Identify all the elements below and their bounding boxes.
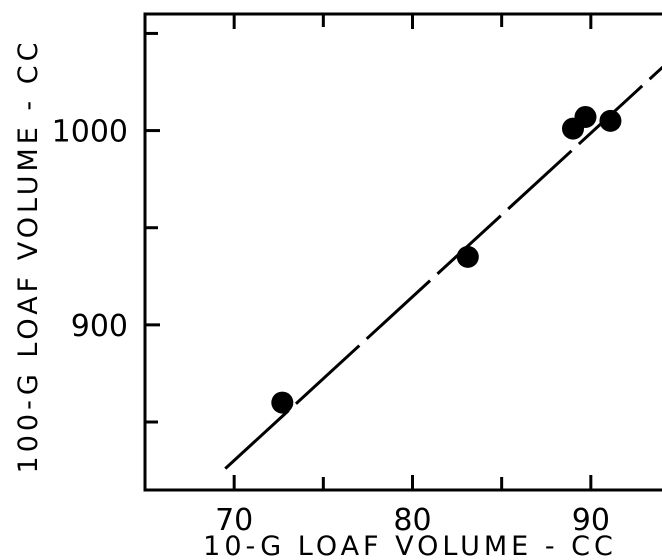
data-points: [271, 105, 622, 414]
x-tick-label: 90: [572, 503, 610, 538]
data-point: [456, 245, 479, 268]
x-axis-label: 10-G LOAF VOLUME - CC: [203, 531, 617, 560]
axis-ticks: 70 80 90 900 1000: [52, 14, 610, 538]
plot-frame: [143, 12, 662, 492]
y-axis-label: 100-G LOAF VOLUME - CC: [13, 39, 44, 474]
plot-border: [143, 12, 662, 492]
y-tick-label: 1000: [52, 115, 128, 150]
x-tick-label: 70: [215, 503, 253, 538]
data-point: [599, 109, 622, 132]
y-tick-label: 900: [71, 309, 128, 344]
x-tick-label: 80: [393, 503, 431, 538]
data-point: [271, 391, 294, 414]
data-point: [574, 105, 597, 128]
